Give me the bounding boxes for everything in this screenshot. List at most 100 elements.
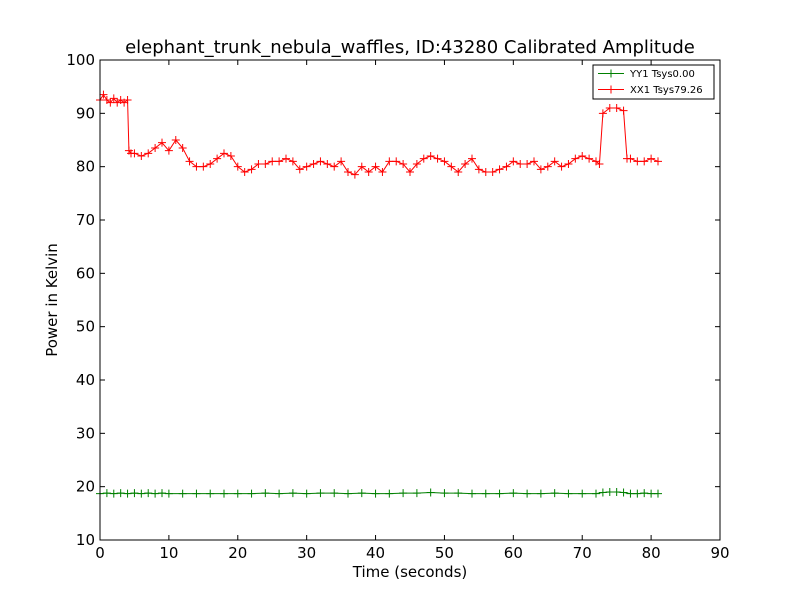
series-0-point-32 xyxy=(468,489,476,498)
series-0-point-49 xyxy=(647,489,656,498)
series-1-point-16 xyxy=(164,146,173,155)
series-0-point-1 xyxy=(102,489,111,498)
series-1-point-62 xyxy=(481,168,490,176)
series-0-point-38 xyxy=(550,489,559,498)
series-1-point-39 xyxy=(323,160,332,168)
series-1-point-53 xyxy=(419,154,428,163)
series-0-point-24 xyxy=(357,489,366,498)
series-1-point-41 xyxy=(337,157,346,166)
series-1-point-88 xyxy=(647,154,656,163)
y-tick-label-7: 80 xyxy=(76,158,95,176)
series-0-point-27 xyxy=(399,489,408,498)
y-tick-label-6: 70 xyxy=(76,211,95,229)
series-0-point-19 xyxy=(288,489,297,498)
series-0-point-11 xyxy=(178,489,187,498)
series-1-point-87 xyxy=(640,157,649,166)
series-0-point-34 xyxy=(495,489,504,498)
series-1-point-66 xyxy=(509,157,518,166)
series-1-point-71 xyxy=(543,162,552,171)
series-1-point-19 xyxy=(185,157,194,166)
y-tick-label-5: 60 xyxy=(76,264,95,282)
legend-marker-yy1 xyxy=(607,69,615,78)
series-0-point-48 xyxy=(640,489,649,498)
x-tick-label-0: 0 xyxy=(95,544,105,562)
series-1-point-31 xyxy=(268,157,277,166)
series-0-point-6 xyxy=(137,489,146,498)
series-0-point-23 xyxy=(344,489,352,498)
series-1-point-20 xyxy=(192,162,201,171)
series-0-point-44 xyxy=(612,488,621,496)
series-1-point-23 xyxy=(213,154,222,163)
series-1-point-59 xyxy=(461,160,470,168)
series-1-point-3 xyxy=(106,98,115,107)
series-1-point-85 xyxy=(626,154,635,163)
series-0-point-28 xyxy=(412,489,421,498)
series-0-point-17 xyxy=(261,489,270,498)
x-tick-label-7: 70 xyxy=(573,544,592,562)
x-tick-label-5: 50 xyxy=(435,544,454,562)
series-1-point-69 xyxy=(530,157,538,166)
series-1-point-77 xyxy=(585,154,594,163)
y-tick-label-1: 20 xyxy=(76,478,95,496)
series-0-point-41 xyxy=(592,489,600,498)
plot-frame xyxy=(99,59,721,541)
series-0-point-25 xyxy=(371,489,380,498)
chart-title: elephant_trunk_nebula_waffles, ID:43280 … xyxy=(125,37,695,58)
series-1-point-72 xyxy=(550,157,559,166)
series-layer xyxy=(96,90,662,498)
series-1-point-50 xyxy=(399,160,408,168)
x-tick-label-2: 20 xyxy=(228,544,247,562)
y-axis-label: Power in Kelvin xyxy=(43,243,61,357)
x-tick-label-3: 30 xyxy=(297,544,316,562)
series-0-point-4 xyxy=(123,489,132,498)
series-0-point-3 xyxy=(116,489,125,498)
x-axis-label: Time (seconds) xyxy=(352,563,468,581)
legend-box xyxy=(592,64,715,100)
x-tick-label-8: 80 xyxy=(642,544,661,562)
series-1-point-52 xyxy=(412,160,421,168)
series-0-point-20 xyxy=(302,489,311,498)
series-1-point-58 xyxy=(454,168,463,176)
series-1-point-27 xyxy=(240,168,249,176)
series-0-point-22 xyxy=(330,489,339,498)
series-0-point-26 xyxy=(385,489,394,498)
series-1-point-67 xyxy=(516,160,525,168)
series-1-point-25 xyxy=(226,152,235,160)
series-1-point-17 xyxy=(171,136,180,144)
series-1-point-64 xyxy=(495,165,504,174)
series-0-point-42 xyxy=(598,488,607,497)
series-1-point-36 xyxy=(302,162,311,171)
series-1-point-8 xyxy=(123,96,132,104)
series-0-point-36 xyxy=(523,489,532,498)
series-1-point-34 xyxy=(288,157,297,166)
series-1-point-48 xyxy=(385,157,394,166)
series-0-point-46 xyxy=(626,489,635,498)
series-0-point-21 xyxy=(316,489,325,498)
series-1-point-28 xyxy=(247,165,256,174)
series-0-point-37 xyxy=(536,489,545,498)
series-0-point-7 xyxy=(144,489,153,498)
series-1-point-70 xyxy=(536,165,545,174)
series-1-point-75 xyxy=(571,154,580,163)
series-0-point-18 xyxy=(275,489,284,498)
series-1-point-14 xyxy=(151,144,160,152)
y-tick-label-0: 10 xyxy=(76,531,95,549)
series-1-point-45 xyxy=(364,168,373,176)
y-tick-label-2: 30 xyxy=(76,424,95,442)
series-1-point-47 xyxy=(378,168,387,176)
series-0-point-50 xyxy=(654,489,662,498)
series-1-point-37 xyxy=(309,160,318,168)
series-0-point-2 xyxy=(109,489,118,498)
series-1-point-12 xyxy=(137,152,146,160)
series-1-point-57 xyxy=(447,162,456,171)
series-1-point-22 xyxy=(206,160,215,168)
series-1-point-82 xyxy=(612,104,621,112)
series-0-point-29 xyxy=(426,488,435,497)
series-1-point-44 xyxy=(357,162,366,171)
series-1-point-86 xyxy=(633,157,642,166)
series-0-point-35 xyxy=(509,489,518,498)
series-0-point-9 xyxy=(158,489,166,498)
series-0-point-43 xyxy=(605,488,614,496)
series-line-1 xyxy=(99,93,659,176)
